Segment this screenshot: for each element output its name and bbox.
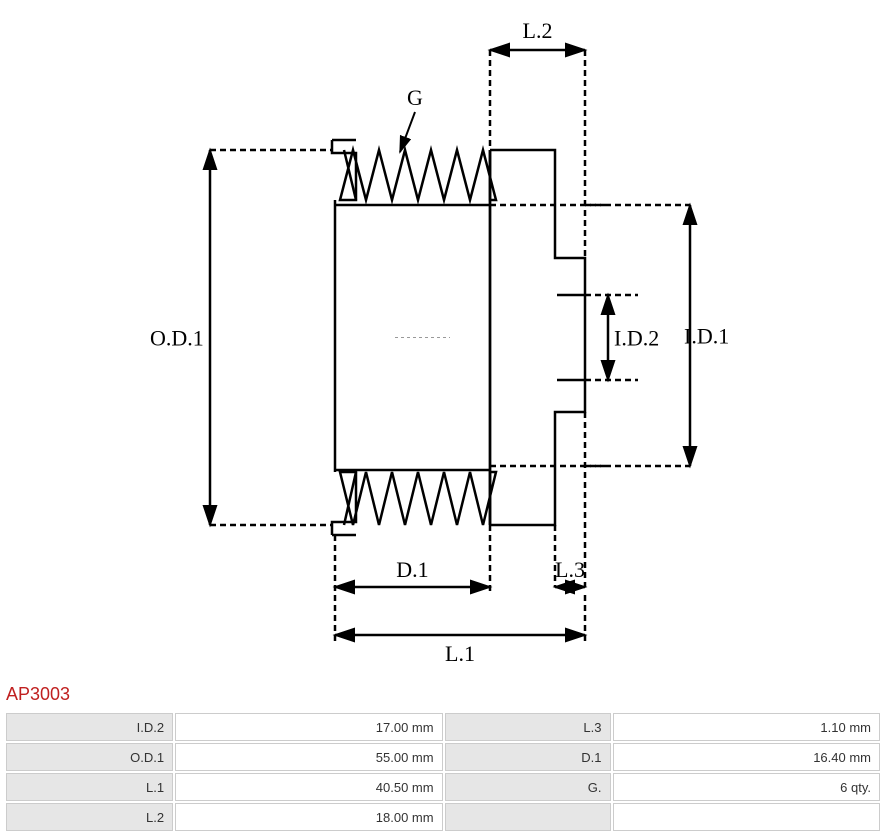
spec-value: 1.10 mm [613, 713, 881, 741]
pulley-drawing: O.D.1 I.D.1 I.D.2 L.2 G D.1 L.3 L.1 [0, 0, 889, 680]
technical-diagram: O.D.1 I.D.1 I.D.2 L.2 G D.1 L.3 L.1 [0, 0, 889, 680]
spec-table: I.D.217.00 mmL.31.10 mmO.D.155.00 mmD.11… [4, 711, 882, 833]
spec-value: 16.40 mm [613, 743, 881, 771]
svg-text:O.D.1: O.D.1 [150, 326, 204, 351]
spec-label: L.2 [6, 803, 173, 831]
spec-value: 55.00 mm [175, 743, 442, 771]
spec-value: 6 qty. [613, 773, 881, 801]
spec-value: 17.00 mm [175, 713, 442, 741]
spec-value: 40.50 mm [175, 773, 442, 801]
spec-label: D.1 [445, 743, 611, 771]
part-number: AP3003 [0, 680, 889, 711]
spec-label: L.3 [445, 713, 611, 741]
svg-text:I.D.1: I.D.1 [684, 324, 729, 349]
spec-label: G. [445, 773, 611, 801]
svg-text:L.2: L.2 [523, 18, 553, 43]
svg-text:L.1: L.1 [445, 641, 475, 666]
svg-text:I.D.2: I.D.2 [614, 326, 659, 351]
svg-text:L.3: L.3 [555, 557, 585, 582]
spec-label: O.D.1 [6, 743, 173, 771]
spec-label: I.D.2 [6, 713, 173, 741]
spec-value [613, 803, 881, 831]
spec-label: L.1 [6, 773, 173, 801]
spec-label [445, 803, 611, 831]
svg-text:G: G [407, 85, 423, 110]
svg-text:D.1: D.1 [396, 557, 428, 582]
spec-value: 18.00 mm [175, 803, 442, 831]
